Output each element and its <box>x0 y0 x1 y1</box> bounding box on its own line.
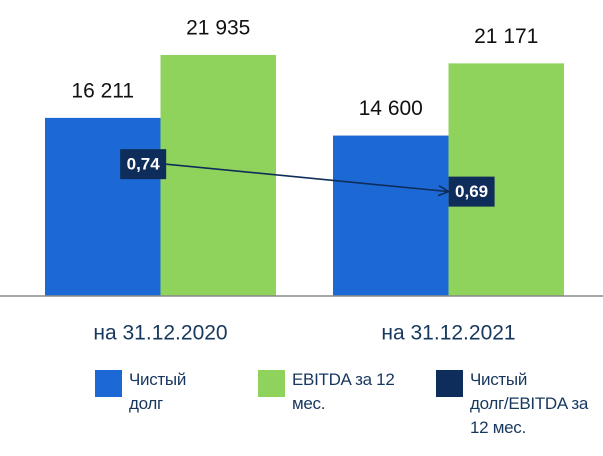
value-label: 21 171 <box>474 25 538 48</box>
legend-label: Чистый долг <box>129 370 187 413</box>
x-tick-label: на 31.12.2021 <box>381 322 515 345</box>
value-label: 21 935 <box>186 17 250 40</box>
legend-item: Чистый долг/EBITDA за 12 мес. <box>470 370 589 437</box>
x-tick-label: на 31.12.2020 <box>93 322 227 345</box>
bar <box>333 135 449 296</box>
ratio-label: 0,69 <box>455 182 488 201</box>
bar <box>160 54 276 296</box>
bar <box>45 117 161 296</box>
legend-label: EBITDA за 12 мес. <box>292 370 395 413</box>
legend-swatch <box>95 370 122 397</box>
ratio-line <box>166 163 448 191</box>
legend-swatch <box>258 370 285 397</box>
value-label: 16 211 <box>71 79 134 102</box>
ratio-label: 0,74 <box>127 155 161 174</box>
ratio-box <box>448 176 495 207</box>
legend-item: Чистый долг <box>129 370 187 413</box>
legend-item: EBITDA за 12 мес. <box>292 370 395 413</box>
ratio-box <box>120 149 167 180</box>
legend-label: Чистый долг/EBITDA за 12 мес. <box>470 370 589 437</box>
legend-swatch <box>436 370 463 397</box>
value-label: 14 600 <box>359 97 423 120</box>
